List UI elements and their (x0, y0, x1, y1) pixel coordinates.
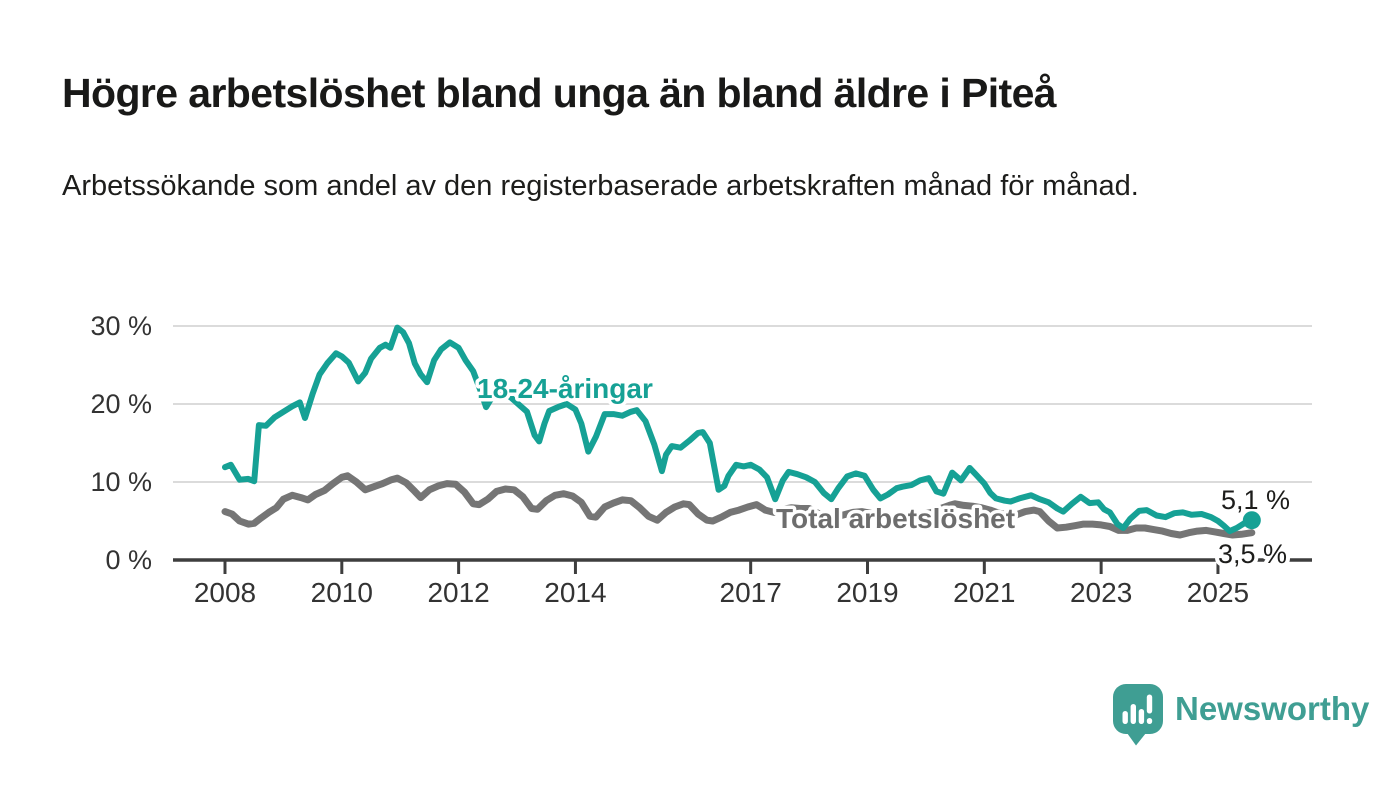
series-line-total (221, 472, 1256, 539)
logo-bars (1122, 694, 1153, 724)
newsworthy-logo: Newsworthy (1112, 684, 1369, 746)
x-axis-tick-label: 2008 (194, 577, 256, 608)
logo-pin-shape (1113, 684, 1163, 746)
series-line-youth (222, 324, 1255, 535)
y-axis-tick-label: 20 % (90, 389, 152, 419)
newsworthy-logo-text: Newsworthy (1175, 690, 1370, 727)
x-axis-tick-label: 2012 (427, 577, 489, 608)
y-axis-tick-label: 0 % (105, 545, 152, 575)
series-label-total: Total arbetslöshet (776, 503, 1015, 534)
chart-subtitle: Arbetssökande som andel av den registerb… (62, 170, 1139, 202)
series-label-youth: 18-24-åringar (477, 373, 653, 404)
x-axis-tick-label: 2010 (311, 577, 373, 608)
y-axis-tick-label: 30 % (90, 311, 152, 341)
x-axis-tick-label: 2023 (1070, 577, 1132, 608)
series-end-value-label-youth: 5,1 % (1221, 485, 1290, 515)
series-end-value-label-total: 3,5 % (1218, 539, 1287, 569)
x-axis-tick-label: 2019 (836, 577, 898, 608)
x-axis-tick-label: 2014 (544, 577, 606, 608)
series-end-dot-youth (1242, 511, 1261, 530)
x-axis-tick-label: 2017 (720, 577, 782, 608)
y-axis-tick-label: 10 % (90, 467, 152, 497)
x-axis-tick-label: 2021 (953, 577, 1015, 608)
x-axis-tick-label: 2025 (1187, 577, 1249, 608)
newsworthy-logo-icon (1113, 684, 1163, 746)
chart-title: Högre arbetslöshet bland unga än bland ä… (62, 70, 1057, 116)
